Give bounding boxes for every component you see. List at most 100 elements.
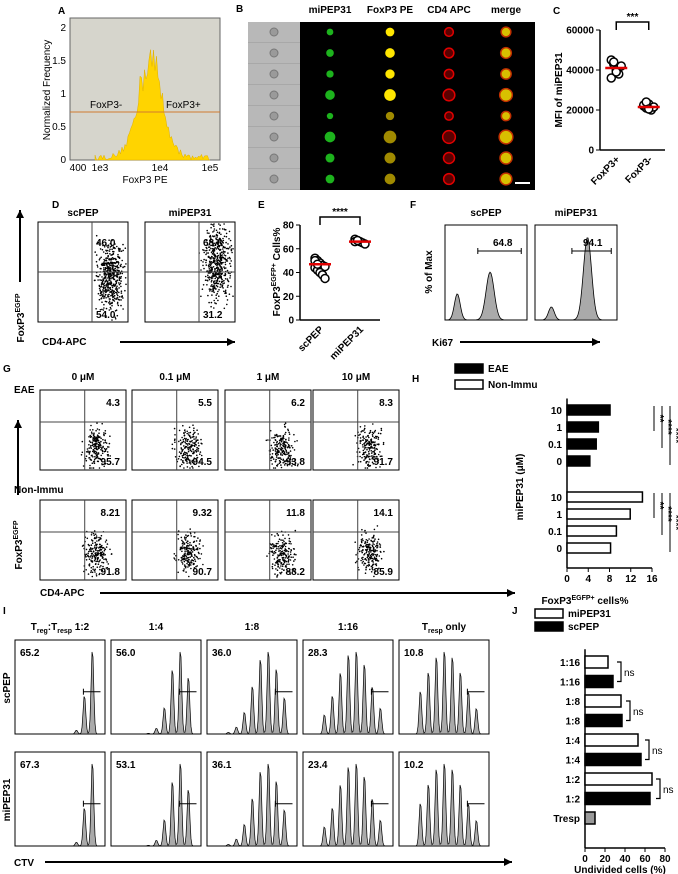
flow-event xyxy=(96,434,99,437)
flow-event xyxy=(371,441,373,444)
flow-event xyxy=(103,269,105,271)
flow-event xyxy=(376,541,379,543)
flow-event xyxy=(374,570,376,573)
cell xyxy=(500,26,512,38)
flow-event xyxy=(287,553,289,555)
flow-event xyxy=(90,570,93,572)
flow-event xyxy=(214,270,216,272)
flow-event xyxy=(104,275,107,278)
flow-event xyxy=(370,565,373,568)
flow-event xyxy=(280,539,282,541)
gate-value: 10.2 xyxy=(404,760,424,771)
flow-event xyxy=(89,458,92,461)
flow-event xyxy=(192,467,194,469)
flow-event xyxy=(366,467,369,469)
plot-title: scPEP xyxy=(67,208,98,219)
flow-event xyxy=(361,549,364,552)
flow-event xyxy=(182,555,184,557)
flow-event xyxy=(97,279,99,281)
flow-event xyxy=(372,535,375,538)
flow-event xyxy=(103,434,105,437)
flow-event xyxy=(222,250,225,252)
x-axis-label: CTV xyxy=(14,858,34,869)
flow-event xyxy=(214,277,216,280)
flow-event xyxy=(280,464,282,466)
x-tick-label: 60 xyxy=(639,854,651,865)
flow-event xyxy=(211,290,213,293)
flow-event xyxy=(115,261,117,264)
flow-event xyxy=(90,454,93,457)
flow-event xyxy=(363,444,366,447)
flow-event xyxy=(110,308,112,310)
flow-event xyxy=(217,299,219,302)
flow-event xyxy=(295,553,297,556)
flow-event xyxy=(111,301,113,304)
cell xyxy=(384,173,396,185)
flow-event xyxy=(109,288,112,291)
flow-event xyxy=(102,438,104,441)
column-title-part: reg xyxy=(37,628,48,635)
flow-event xyxy=(280,545,283,547)
flow-event xyxy=(99,274,101,276)
flow-event xyxy=(117,261,119,263)
flow-event xyxy=(277,566,279,568)
flow-event xyxy=(372,536,375,539)
flow-event xyxy=(100,437,102,440)
data-point xyxy=(320,273,330,284)
flow-event xyxy=(187,540,189,542)
flow-event xyxy=(362,449,365,452)
flow-event xyxy=(186,550,188,553)
flow-event xyxy=(116,301,119,304)
flow-event xyxy=(225,232,228,235)
flow-event xyxy=(278,538,281,540)
flow-event xyxy=(280,563,283,565)
flow-event xyxy=(99,549,101,551)
flow-event xyxy=(100,297,103,299)
flow-event xyxy=(95,549,97,552)
y-tick-label: 0 xyxy=(588,146,594,157)
flow-event xyxy=(377,538,380,541)
flow-event xyxy=(103,277,105,279)
panel-letter: G xyxy=(3,364,11,375)
flow-event xyxy=(180,559,182,562)
flow-event xyxy=(284,557,287,559)
flow-event xyxy=(274,453,277,456)
gate-value: 28.3 xyxy=(308,648,328,659)
flow-event xyxy=(107,254,109,257)
y-tick-label: 1 xyxy=(556,510,562,521)
flow-event xyxy=(277,563,279,565)
flow-event xyxy=(270,543,272,546)
flow-event xyxy=(215,237,217,239)
flow-event xyxy=(280,571,283,574)
flow-event xyxy=(112,269,115,272)
bar xyxy=(584,674,614,689)
flow-event xyxy=(197,537,199,539)
flow-event xyxy=(371,544,374,546)
flow-event xyxy=(89,434,91,437)
flow-event xyxy=(110,254,112,256)
quadrant-value: 11.8 xyxy=(286,508,305,519)
flow-event xyxy=(372,546,375,549)
flow-event xyxy=(288,558,290,561)
flow-event xyxy=(94,438,96,441)
flow-event xyxy=(296,464,299,467)
flow-event xyxy=(120,275,122,278)
flow-event xyxy=(364,456,367,458)
flow-event xyxy=(224,278,227,280)
flow-event xyxy=(108,266,110,268)
flow-event xyxy=(180,536,183,539)
flow-event xyxy=(103,261,105,263)
flow-event xyxy=(285,441,288,444)
flow-event xyxy=(112,272,114,275)
y-axis-label-part: EGFP+ xyxy=(271,263,278,286)
flow-event xyxy=(289,559,292,561)
flow-event xyxy=(361,557,363,559)
flow-event xyxy=(222,261,224,264)
flow-event xyxy=(110,302,112,305)
column-title: 1:8 xyxy=(245,622,260,633)
flow-event xyxy=(184,565,186,568)
flow-event xyxy=(193,563,195,565)
flow-event xyxy=(215,297,218,300)
flow-event xyxy=(196,454,198,457)
flow-event xyxy=(179,439,182,442)
